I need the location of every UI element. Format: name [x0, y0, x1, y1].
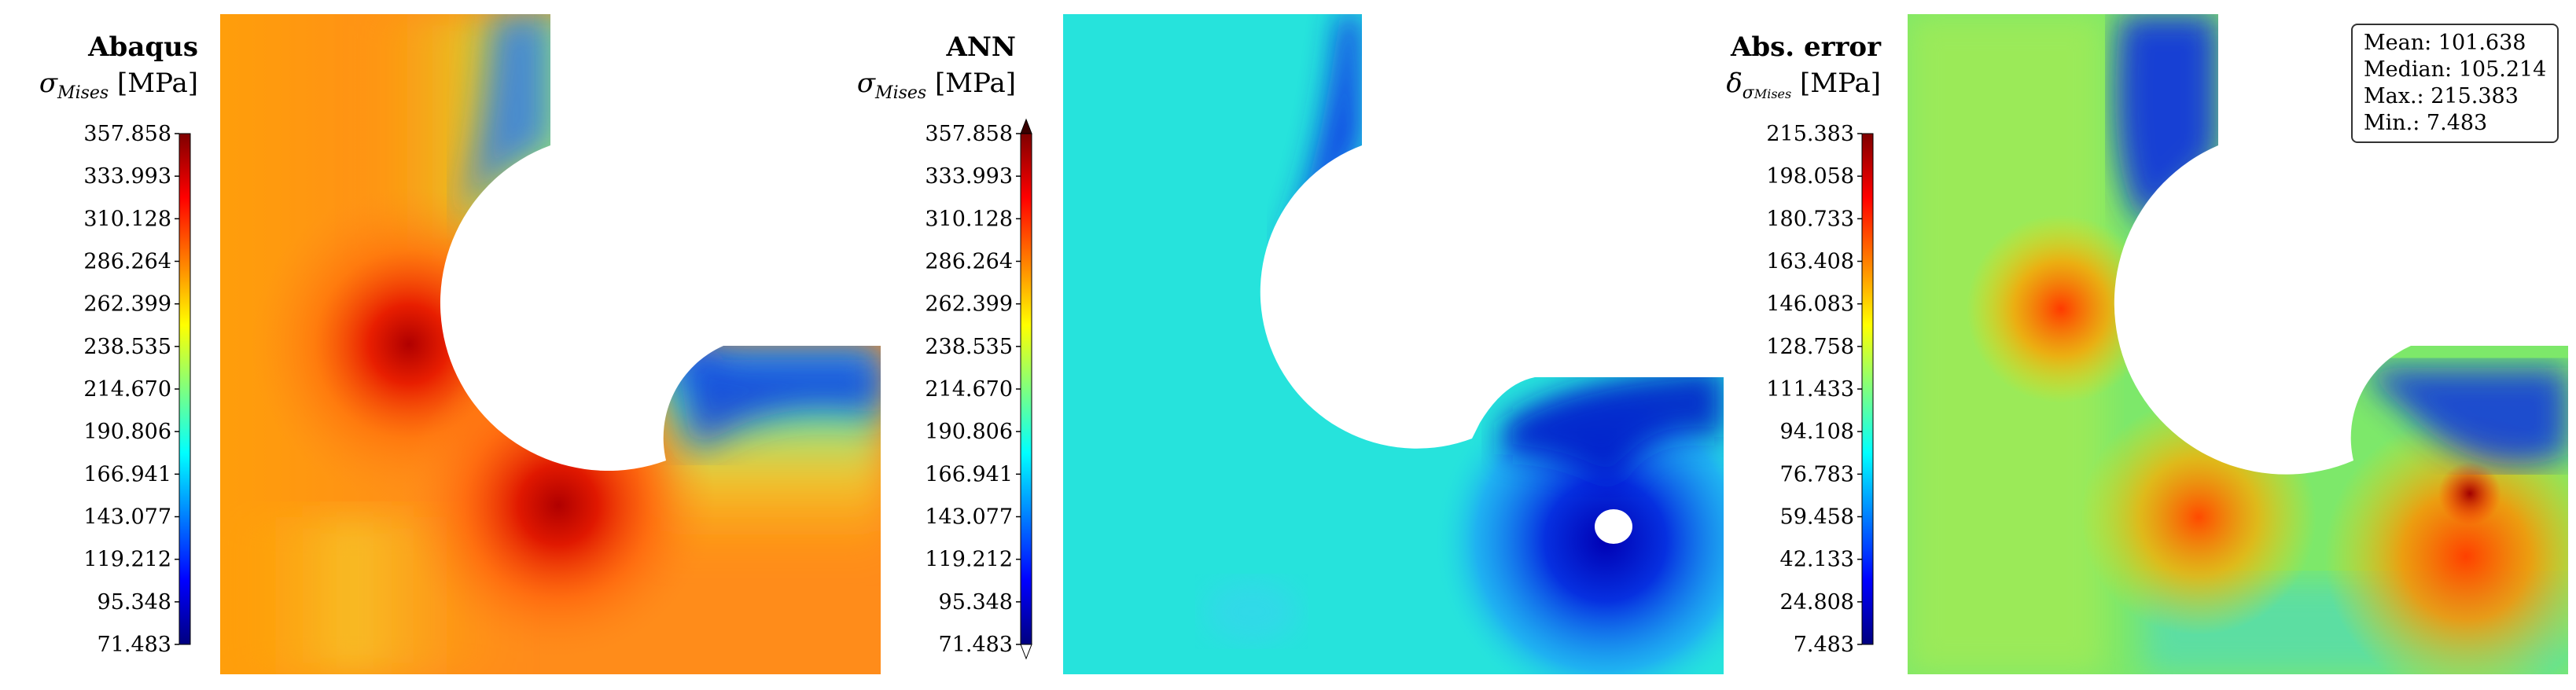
colorbar-label-sub: Mises	[57, 83, 109, 103]
colorbar-tick-label: 310.128	[925, 207, 1013, 231]
colorbar-tick-label: 71.483	[98, 633, 171, 657]
colorbar-tick-label: 238.535	[83, 335, 171, 359]
colorbar-tick-label: 71.483	[939, 633, 1013, 657]
colorbar-tick-label: 190.806	[83, 420, 171, 444]
colorbar-gradient	[1020, 133, 1032, 645]
colorbar-label-unit: [MPa]	[1800, 68, 1881, 99]
ann-header: ANN σMises [MPa]	[841, 31, 1016, 110]
colorbar-tick-label: 357.858	[925, 122, 1013, 146]
stats-box: Mean: 101.638 Median: 105.214 Max.: 215.…	[2351, 24, 2559, 143]
colorbar-tick-label: 163.408	[1766, 250, 1854, 274]
panel-title: ANN	[946, 31, 1016, 63]
colorbar-tick-label: 333.993	[925, 164, 1013, 189]
colorbar-label-symbol: σ	[39, 68, 58, 99]
colorbar-tick-label: 42.133	[1780, 548, 1854, 572]
colorbar-label-symbol: δ	[1726, 68, 1742, 99]
colorbar-label: σMises [MPa]	[39, 68, 198, 103]
colorbar-tick-label: 333.993	[83, 164, 171, 189]
panel-abs-error: Abs. error δσMises [MPa] 215.383 198.058 1…	[1683, 0, 2576, 690]
error-header: Abs. error δσMises [MPa]	[1683, 31, 1881, 110]
colorbar-tick-label: 262.399	[925, 292, 1013, 317]
colorbar-tick-label: 214.670	[83, 377, 171, 402]
colorbar-tick-label: 166.941	[83, 462, 171, 486]
colorbar-tick-label: 143.077	[925, 505, 1013, 530]
colorbar-tick-label: 190.806	[925, 420, 1013, 444]
colorbar-tick-label: 238.535	[925, 335, 1013, 359]
colorbar-tick-label: 7.483	[1794, 633, 1854, 657]
panel-ann: ANN σMises [MPa] 357.858 333.993 310.128 28…	[841, 0, 1730, 690]
colorbar-gradient	[178, 133, 191, 645]
colorbar-tick-label: 214.670	[925, 377, 1013, 402]
panel-title: Abaqus	[88, 31, 198, 63]
colorbar-label-unit: [MPa]	[117, 68, 198, 99]
colorbar-label-unit: [MPa]	[935, 68, 1016, 99]
stress-field-ann	[1063, 14, 1724, 674]
colorbar-extend-max	[1020, 118, 1032, 134]
stat-min: Min.: 7.483	[2364, 111, 2488, 135]
colorbar-tick-label: 357.858	[83, 122, 171, 146]
colorbar-tick-label: 143.077	[83, 505, 171, 530]
colorbar-tick-label: 119.212	[83, 548, 171, 572]
colorbar-label-sub: Mises	[875, 83, 927, 103]
colorbar-tick-label: 111.433	[1766, 377, 1854, 402]
colorbar-label: δσMises [MPa]	[1726, 68, 1881, 103]
colorbar-tick-label: 198.058	[1766, 164, 1854, 189]
colorbar-tick-label: 262.399	[83, 292, 171, 317]
colorbar-label-subsym: σ	[1742, 83, 1754, 103]
colorbar: 357.858 333.993 310.128 286.264 262.399 238.5…	[925, 118, 1032, 660]
colorbar-tick-label: 94.108	[1780, 420, 1854, 444]
colorbar-tick-label: 24.808	[1780, 590, 1854, 615]
colorbar-tick-label: 310.128	[83, 207, 171, 231]
stress-field-abaqus	[220, 14, 881, 674]
colorbar-tick-label: 146.083	[1766, 292, 1854, 317]
stat-median: Median: 105.214	[2364, 57, 2547, 82]
colorbar-label: σMises [MPa]	[857, 68, 1016, 103]
stat-mean: Mean: 101.638	[2364, 31, 2526, 55]
colorbar-tick-label: 128.758	[1766, 335, 1854, 359]
panel-title: Abs. error	[1730, 31, 1881, 63]
abaqus-header: Abaqus σMises [MPa]	[0, 31, 198, 110]
colorbar-tick-label: 180.733	[1766, 207, 1854, 231]
colorbar-gradient	[1861, 133, 1874, 645]
colorbar-tick-label: 59.458	[1780, 505, 1854, 530]
colorbar-tick-label: 286.264	[925, 250, 1013, 274]
colorbar-tick-label: 215.383	[1766, 122, 1854, 146]
colorbar-label-symbol: σ	[856, 68, 876, 99]
colorbar-tick-label: 166.941	[925, 462, 1013, 486]
panel-abaqus: Abaqus σMises [MPa] 357.858 333.993 310.12…	[0, 0, 881, 690]
colorbar-label-sub: Mises	[1754, 86, 1792, 101]
colorbar: 215.383 198.058 180.733 163.408 146.083 128.7…	[1766, 122, 1874, 657]
colorbar-tick-label: 95.348	[939, 590, 1013, 615]
colorbar-tick-label: 76.783	[1780, 462, 1854, 486]
colorbar-tick-label: 119.212	[925, 548, 1013, 572]
colorbar-extend-min	[1020, 644, 1032, 660]
colorbar: 357.858 333.993 310.128 286.264 262.399 238.5…	[83, 122, 191, 657]
stat-max: Max.: 215.383	[2364, 84, 2519, 108]
colorbar-tick-label: 286.264	[83, 250, 171, 274]
colorbar-tick-label: 95.348	[98, 590, 171, 615]
